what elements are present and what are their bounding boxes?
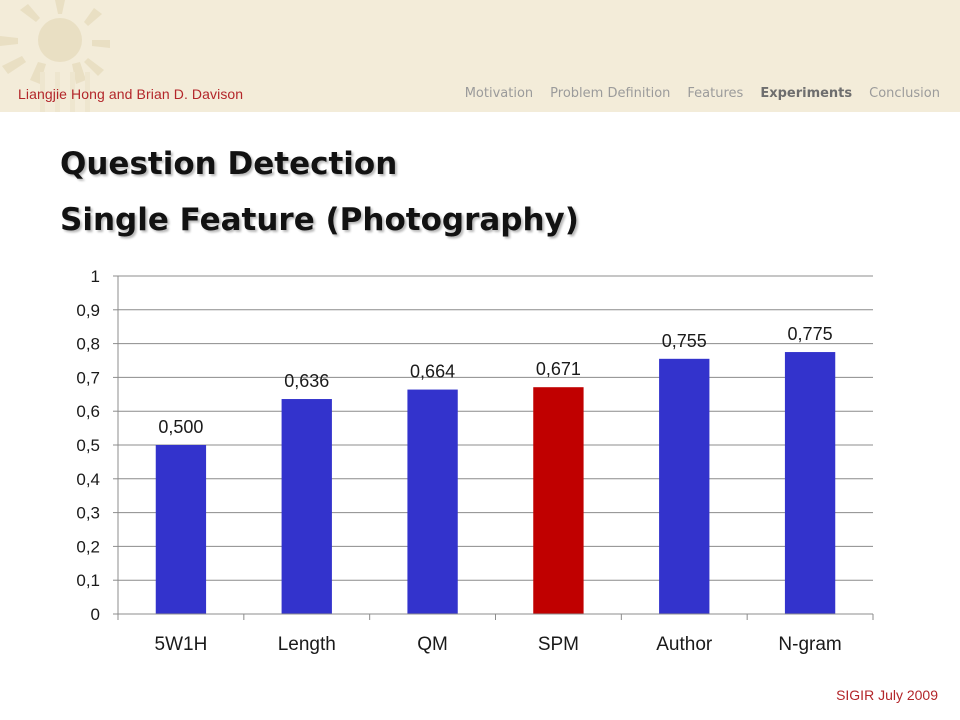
nav-item-conclusion[interactable]: Conclusion [869,86,940,101]
x-tick-label: QM [417,634,448,655]
bar-5w1h [155,445,207,614]
bar-qm [407,389,458,614]
data-label: 0,755 [662,331,707,351]
slide-title: Question Detection [60,146,398,182]
bars [155,352,836,614]
y-tick-label: 0,4 [76,470,100,489]
y-tick-label: 1 [91,267,100,286]
y-tick-label: 0,8 [76,335,100,354]
gridlines [118,275,873,581]
y-tick-label: 0,7 [76,368,100,387]
bar-author [659,358,710,614]
labels: 0 0,1 0,2 0,3 0,4 0,5 0,6 0,7 0,8 0,9 1 0,500 5W1H 0,… [76,267,841,655]
venue-footer: SIGIR July 2009 [836,687,938,703]
nav-item-features[interactable]: Features [687,86,744,101]
bar-n-gram [784,352,836,614]
data-label: 0,671 [536,359,581,379]
nav-item-problem-definition[interactable]: Problem Definition [550,86,671,101]
section-nav: Motivation Problem Definition Features E… [465,86,940,101]
data-label: 0,500 [158,417,203,437]
data-label: 0,775 [788,324,833,344]
y-tick-label: 0,6 [76,402,100,421]
x-tick-label: Length [278,634,336,655]
nav-item-motivation[interactable]: Motivation [464,86,534,101]
header-band: Liangjie Hong and Brian D. Davison Motiv… [0,0,960,112]
axes [113,275,874,620]
slide-subtitle: Single Feature (Photography) [60,202,579,238]
x-tick-label: Author [656,634,713,655]
x-tick-label: N-gram [778,634,841,655]
bar-length [281,399,332,614]
y-tick-label: 0,3 [76,504,100,523]
nav-item-experiments[interactable]: Experiments [760,86,853,101]
bar-spm [533,387,584,614]
sun-watermark-icon [0,0,110,112]
y-tick-label: 0,1 [76,571,100,590]
author-names: Liangjie Hong and Brian D. Davison [18,86,244,102]
data-label: 0,636 [284,371,329,391]
x-tick-label: 5W1H [155,634,208,655]
y-tick-label: 0 [91,605,100,624]
data-label: 0,664 [410,362,455,382]
y-tick-label: 0,9 [76,301,100,320]
x-tick-label: SPM [538,634,579,655]
y-tick-label: 0,2 [76,537,100,556]
y-tick-label: 0,5 [76,436,100,455]
